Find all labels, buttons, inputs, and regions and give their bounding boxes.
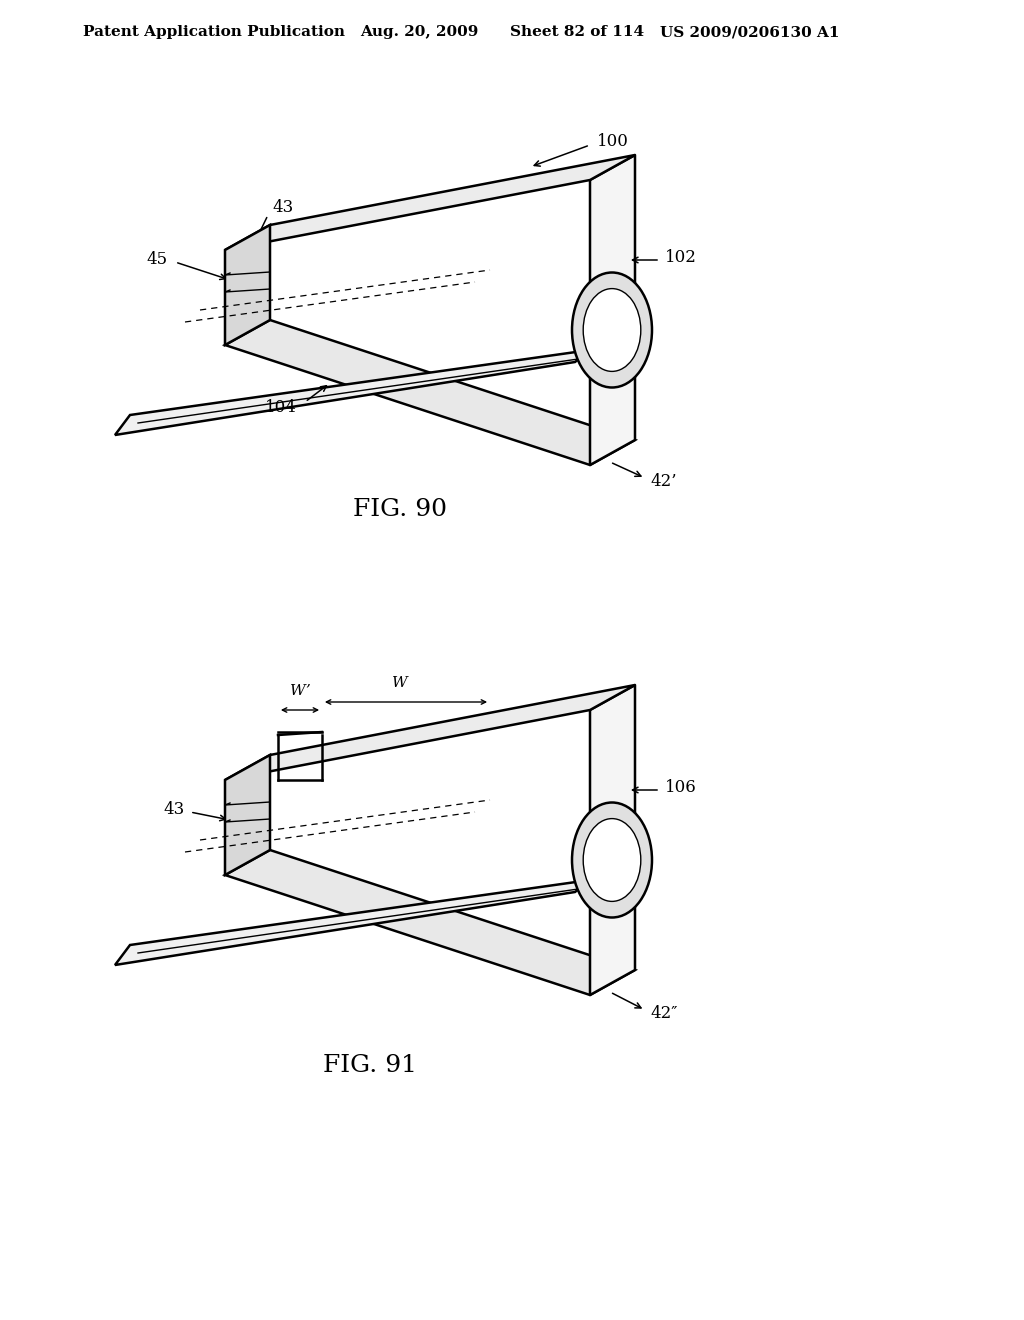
Ellipse shape bbox=[572, 803, 652, 917]
Text: FIG. 90: FIG. 90 bbox=[353, 499, 447, 521]
Text: Patent Application Publication: Patent Application Publication bbox=[83, 25, 345, 40]
Text: 106: 106 bbox=[665, 780, 696, 796]
Text: FIG. 91: FIG. 91 bbox=[323, 1053, 417, 1077]
Polygon shape bbox=[225, 850, 635, 995]
Text: Sheet 82 of 114: Sheet 82 of 114 bbox=[510, 25, 644, 40]
Polygon shape bbox=[225, 224, 270, 345]
Text: 104: 104 bbox=[265, 400, 297, 417]
Polygon shape bbox=[115, 350, 590, 436]
Polygon shape bbox=[590, 154, 635, 465]
Text: 45: 45 bbox=[146, 251, 168, 268]
Text: 102: 102 bbox=[665, 249, 697, 267]
Polygon shape bbox=[225, 154, 635, 249]
Text: 100: 100 bbox=[597, 133, 629, 150]
Text: 42’: 42’ bbox=[650, 473, 677, 490]
Polygon shape bbox=[115, 880, 590, 965]
Text: 42″: 42″ bbox=[650, 1005, 678, 1022]
Text: US 2009/0206130 A1: US 2009/0206130 A1 bbox=[660, 25, 840, 40]
Polygon shape bbox=[590, 685, 635, 995]
Polygon shape bbox=[225, 685, 635, 780]
Ellipse shape bbox=[584, 818, 641, 902]
Text: W’: W’ bbox=[290, 684, 310, 698]
Ellipse shape bbox=[584, 289, 641, 371]
Text: 43: 43 bbox=[164, 801, 185, 818]
Text: 43: 43 bbox=[272, 199, 293, 216]
Text: W: W bbox=[392, 676, 408, 690]
Polygon shape bbox=[225, 755, 270, 875]
Text: Aug. 20, 2009: Aug. 20, 2009 bbox=[360, 25, 478, 40]
Polygon shape bbox=[225, 319, 635, 465]
Ellipse shape bbox=[572, 272, 652, 388]
